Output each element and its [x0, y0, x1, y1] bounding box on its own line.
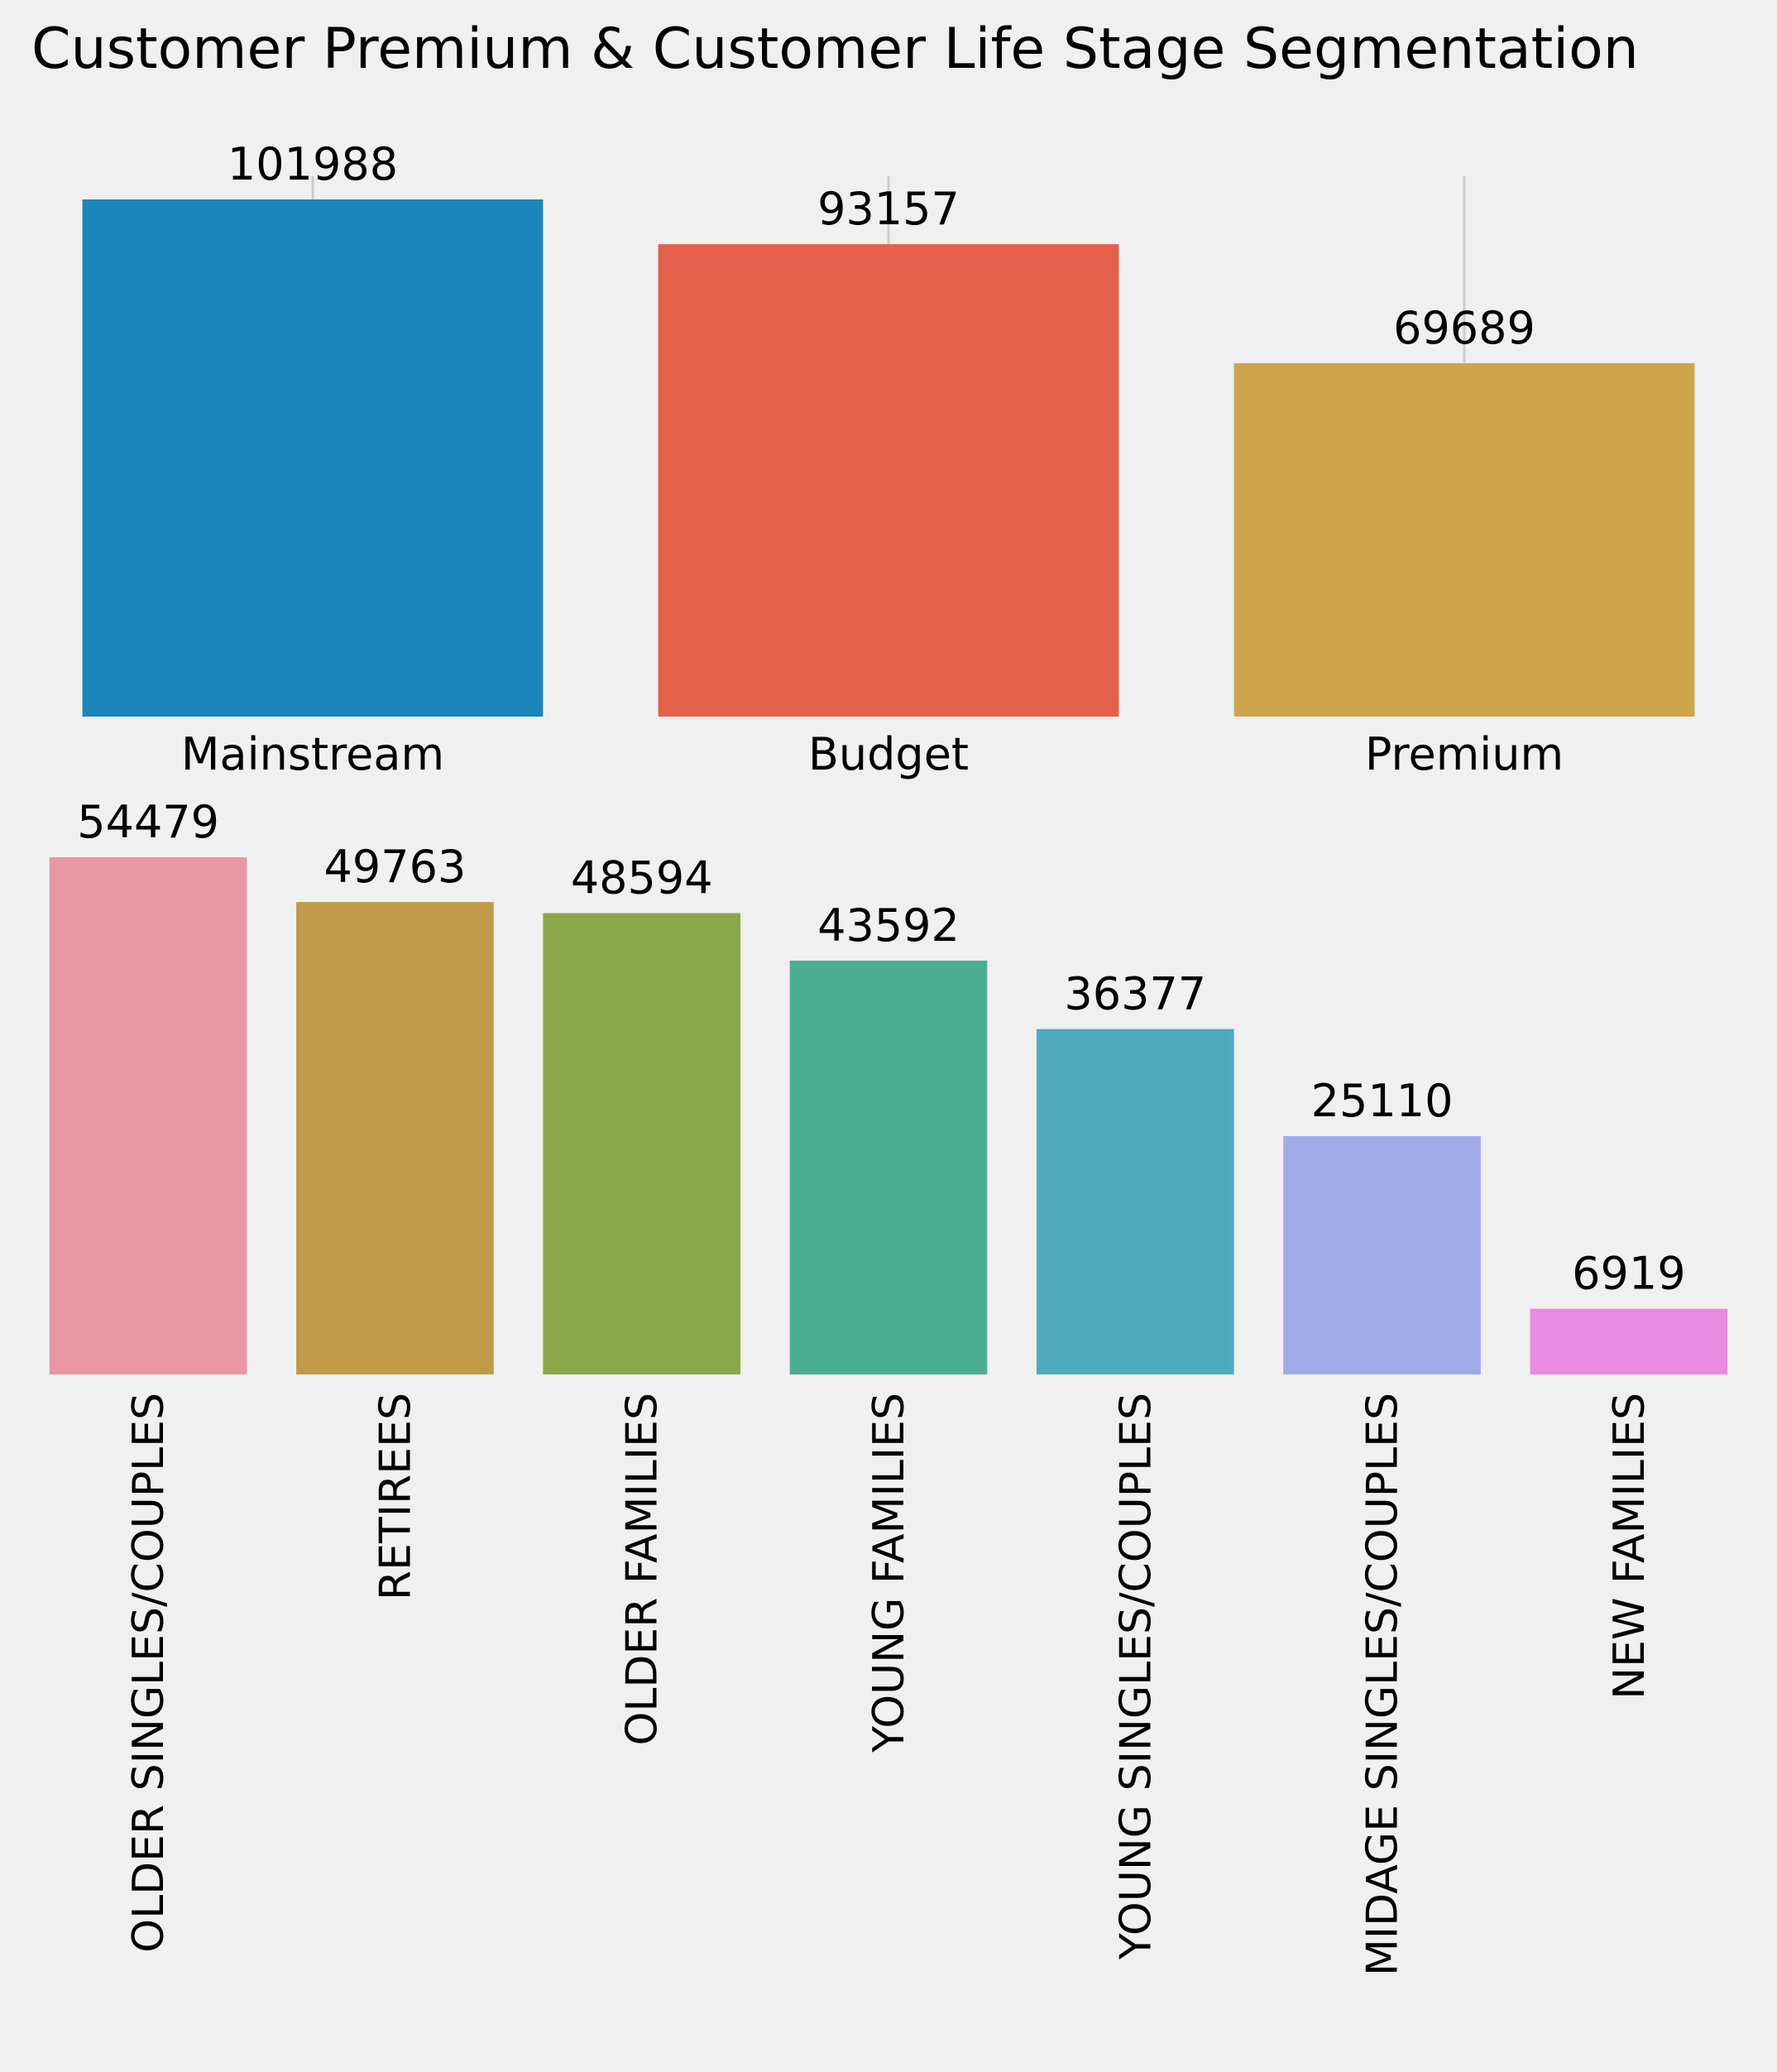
data-label-young-singles-couples: 36377	[1064, 968, 1206, 1020]
data-label-premium: 69689	[1393, 302, 1535, 354]
data-label-midage-singles-couples: 25110	[1311, 1075, 1454, 1127]
tick-label-midage-singles-couples: MIDAGE SINGLES/COUPLES	[1358, 1393, 1408, 1976]
tick-label-new-families: NEW FAMILIES	[1605, 1393, 1655, 1700]
data-label-retirees: 49763	[324, 841, 467, 893]
tick-label-mainstream: Mainstream	[181, 728, 444, 780]
bar-mainstream	[82, 199, 544, 717]
premium-segment-chart: 101988 Mainstream 93157 Budget 69689 Premium	[82, 138, 1695, 780]
tick-label-young-families: YOUNG FAMILIES	[865, 1393, 914, 1753]
bar-young-families	[789, 960, 988, 1374]
bar-budget	[658, 244, 1119, 717]
chart-title: Customer Premium & Customer Life Stage S…	[31, 17, 1639, 82]
bar-midage-singles-couples	[1283, 1135, 1481, 1374]
data-label-new-families: 6919	[1572, 1248, 1685, 1300]
tick-label-young-singles-couples: YOUNG SINGLES/COUPLES	[1111, 1393, 1161, 1960]
tick-label-premium: Premium	[1365, 728, 1564, 780]
tick-label-retirees: RETIREES	[371, 1393, 420, 1600]
tick-label-budget: Budget	[808, 728, 969, 780]
data-label-budget: 93157	[817, 183, 960, 235]
bar-young-singles-couples	[1036, 1029, 1234, 1374]
data-label-young-families: 43592	[817, 899, 960, 952]
tick-label-older-singles-couples: OLDER SINGLES/COUPLES	[124, 1393, 174, 1953]
data-label-older-families: 48594	[571, 852, 713, 904]
data-label-mainstream: 101988	[228, 138, 398, 190]
data-label-older-singles-couples: 54479	[77, 796, 219, 848]
bar-older-singles-couples	[49, 857, 247, 1374]
bar-new-families	[1530, 1308, 1728, 1374]
bar-premium	[1233, 362, 1695, 717]
tick-label-older-families: OLDER FAMILIES	[618, 1393, 668, 1746]
bar-retirees	[296, 902, 494, 1374]
life-stage-segment-chart: 54479 OLDER SINGLES/COUPLES 49763 RETIREES 4…	[49, 796, 1728, 1976]
bar-older-families	[543, 913, 741, 1374]
